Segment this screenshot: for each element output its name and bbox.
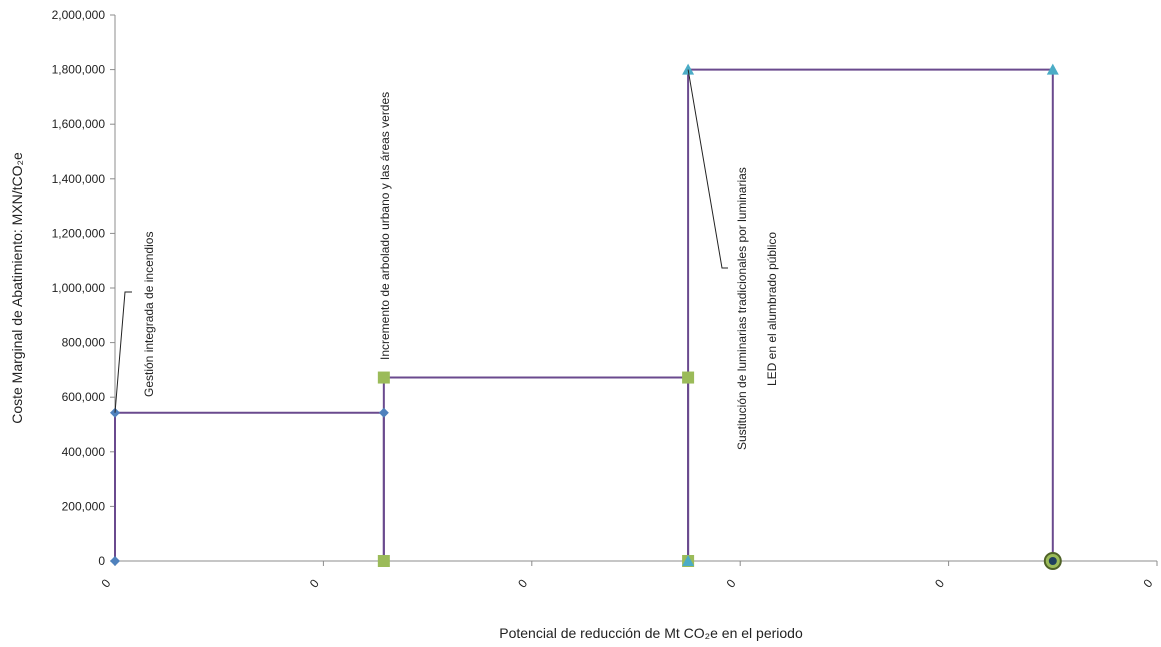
y-tick-label: 1,600,000 xyxy=(52,117,106,131)
annotation-1: Gestión integrada de incendios xyxy=(142,232,156,397)
diamond-marker xyxy=(110,556,120,566)
square-marker xyxy=(682,371,695,384)
x-tick-label: 0 xyxy=(307,576,322,590)
triangle-marker xyxy=(682,63,695,75)
y-tick-label: 1,200,000 xyxy=(52,226,106,240)
y-tick-label: 1,800,000 xyxy=(52,63,106,77)
x-tick-label: 0 xyxy=(724,576,739,590)
triangle-marker xyxy=(682,555,695,566)
y-tick-label: 1,400,000 xyxy=(52,172,106,186)
x-axis-title: Potencial de reducción de Mt CO₂e en el … xyxy=(499,625,803,641)
series-line-1 xyxy=(114,411,385,561)
annotation-2: Incremento de arbolado urbano y las área… xyxy=(378,92,392,360)
axes: 0 200,000 400,000 600,000 800,000 1,000,000 1,… xyxy=(52,8,1158,590)
series-line-3 xyxy=(687,68,1054,561)
square-marker xyxy=(377,371,390,384)
x-tick-label: 0 xyxy=(932,576,947,590)
y-axis-title: Coste Marginal de Abatimiento: MXN/tCO₂e xyxy=(9,152,25,424)
square-marker xyxy=(377,555,390,567)
series-line-2 xyxy=(382,376,690,561)
annotation-3-line2: LED en el alumbrado público xyxy=(765,232,779,386)
annotation-3: Sustitución de luminarias tradicionales … xyxy=(735,167,749,450)
y-tick-label: 600,000 xyxy=(62,390,106,404)
y-tick-label: 200,000 xyxy=(62,499,106,513)
y-tick-label: 400,000 xyxy=(62,445,106,459)
y-tick-label: 0 xyxy=(98,554,105,568)
circle-marker-center xyxy=(1048,557,1057,565)
leader-line xyxy=(114,291,132,413)
x-tick-label: 0 xyxy=(515,576,530,590)
series-group xyxy=(110,63,1062,570)
x-tick-label: 0 xyxy=(1140,576,1155,590)
leader-line xyxy=(687,69,728,269)
annotations: Gestión integrada de incendios Incremento… xyxy=(114,69,779,450)
y-tick-label: 1,000,000 xyxy=(52,281,106,295)
y-tick-label: 2,000,000 xyxy=(52,8,106,22)
y-tick-label: 800,000 xyxy=(62,336,106,350)
triangle-marker xyxy=(1046,63,1059,75)
diamond-marker xyxy=(378,407,389,418)
x-tick-label: 0 xyxy=(98,576,113,590)
